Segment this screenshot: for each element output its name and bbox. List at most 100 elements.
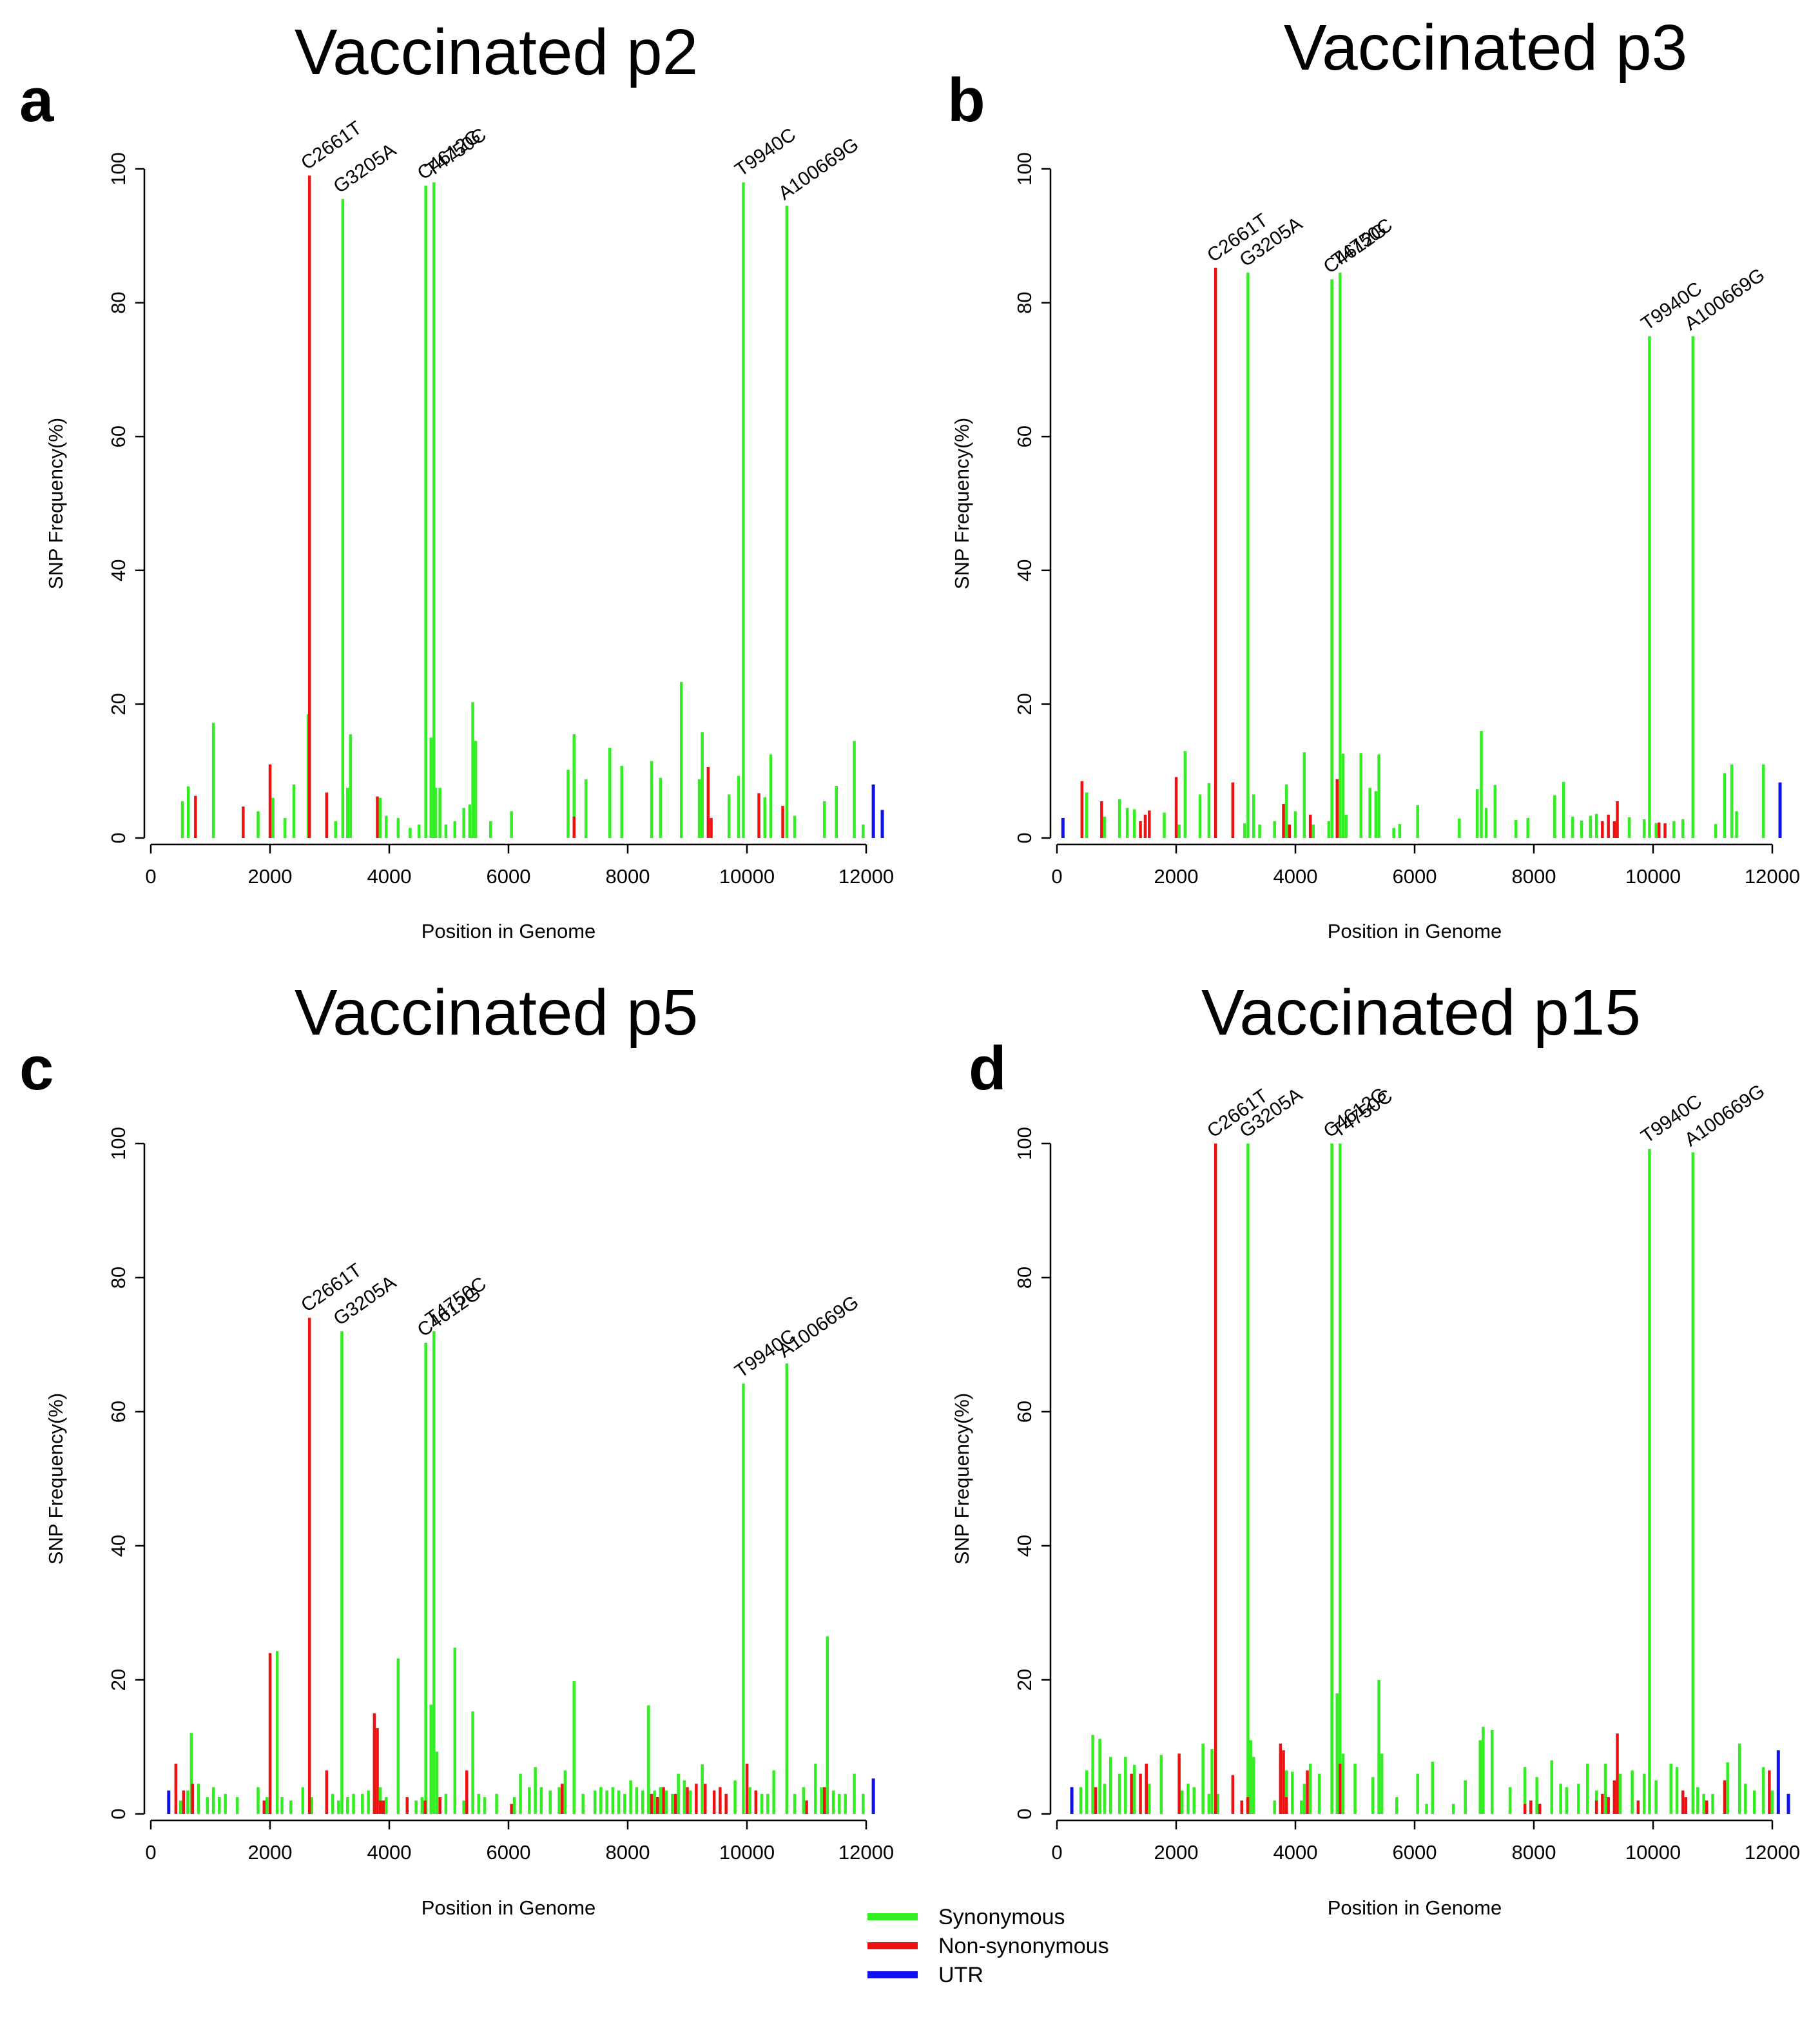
bar-non-synonymous bbox=[695, 1784, 698, 1814]
bar-synonymous bbox=[1210, 1749, 1214, 1814]
bar-synonymous bbox=[1761, 1767, 1765, 1814]
panel-letter: c bbox=[19, 1034, 53, 1103]
bar-synonymous bbox=[853, 1773, 856, 1814]
bar-non-synonymous bbox=[1214, 268, 1217, 839]
bar-synonymous bbox=[1098, 1739, 1101, 1814]
bar-synonymous bbox=[418, 824, 421, 838]
x-tick-label: 0 bbox=[1051, 1841, 1062, 1864]
bar-non-synonymous bbox=[706, 767, 710, 838]
y-tick-label: 60 bbox=[1013, 425, 1036, 447]
bar-synonymous bbox=[581, 1793, 585, 1814]
x-tick-label: 10000 bbox=[1625, 865, 1681, 888]
bar-synonymous bbox=[474, 741, 478, 838]
bar-synonymous bbox=[1371, 1777, 1375, 1814]
panel-letter: a bbox=[19, 66, 54, 135]
bars bbox=[1061, 268, 1782, 839]
bar-synonymous bbox=[1631, 1770, 1634, 1814]
chart-panel-d: Vaccinated p15 d 0 2000 4000 6000 8000 10000 120… bbox=[951, 977, 1800, 1919]
bar-synonymous bbox=[1177, 824, 1181, 838]
bar-synonymous bbox=[853, 741, 856, 838]
bar-synonymous bbox=[1770, 1790, 1774, 1814]
bar-synonymous bbox=[1711, 1793, 1714, 1814]
bar-synonymous bbox=[1192, 1787, 1196, 1814]
bar-synonymous bbox=[453, 821, 456, 838]
bar-synonymous bbox=[688, 1790, 692, 1814]
bar-synonymous bbox=[1672, 821, 1676, 838]
x-tick-label: 10000 bbox=[719, 865, 775, 888]
bar-utr bbox=[167, 1790, 171, 1814]
bar-synonymous bbox=[1335, 1693, 1339, 1814]
bar-synonymous bbox=[1339, 1144, 1342, 1814]
bar-synonymous bbox=[671, 1793, 674, 1814]
bar-synonymous bbox=[1079, 1787, 1083, 1814]
bar-synonymous bbox=[275, 1651, 279, 1814]
chart-panel-b: Vaccinated p3 b 0 2000 4000 6000 8000 10000 1200… bbox=[947, 12, 1800, 942]
bar-synonymous bbox=[444, 1793, 448, 1814]
bar-non-synonymous bbox=[438, 1797, 441, 1814]
bar-non-synonymous bbox=[174, 1764, 178, 1814]
bar-synonymous bbox=[785, 206, 789, 839]
legend-swatch-synonymous bbox=[867, 1913, 918, 1920]
x-tick-label: 8000 bbox=[1512, 1841, 1556, 1864]
x-tick-label: 4000 bbox=[1273, 865, 1318, 888]
x-axis-label: Position in Genome bbox=[1328, 1896, 1502, 1919]
bar-synonymous bbox=[271, 797, 275, 838]
x-tick-label: 0 bbox=[1051, 865, 1062, 888]
bar-synonymous bbox=[1696, 1787, 1699, 1814]
bar-synonymous bbox=[760, 1793, 764, 1814]
bar-non-synonymous bbox=[1601, 821, 1604, 838]
bar-synonymous bbox=[1681, 819, 1685, 838]
bar-synonymous bbox=[1246, 272, 1250, 838]
bar-synonymous bbox=[235, 1797, 239, 1814]
bar-synonymous bbox=[495, 1793, 498, 1814]
x-axis-label: Position in Genome bbox=[1328, 920, 1502, 942]
bar-synonymous bbox=[1416, 1773, 1419, 1814]
bar-non-synonymous bbox=[656, 1797, 659, 1814]
bar-synonymous bbox=[468, 804, 472, 838]
bar-synonymous bbox=[1618, 1773, 1622, 1814]
y-tick-label: 0 bbox=[1013, 832, 1036, 843]
legend: Synonymous Non-synonymous UTR bbox=[867, 1905, 1109, 1987]
x-axis-label: Position in Genome bbox=[421, 920, 596, 942]
x-tick-label: 4000 bbox=[367, 865, 412, 888]
y-tick-label: 20 bbox=[107, 1669, 130, 1691]
panel-title: Vaccinated p5 bbox=[295, 977, 698, 1049]
bar-synonymous bbox=[1312, 824, 1315, 838]
bar-synonymous bbox=[623, 1793, 626, 1814]
bar-non-synonymous bbox=[1768, 1770, 1771, 1814]
bar-synonymous bbox=[453, 1648, 456, 1814]
bar-synonymous bbox=[1252, 1757, 1255, 1814]
bar-synonymous bbox=[548, 1790, 552, 1814]
bar-synonymous bbox=[1368, 788, 1371, 838]
panel-letter: d bbox=[969, 1034, 1007, 1103]
bar-synonymous bbox=[1330, 279, 1333, 838]
bar-synonymous bbox=[197, 1784, 200, 1814]
bar-utr bbox=[1061, 817, 1065, 838]
x-tick-label: 6000 bbox=[487, 1841, 531, 1864]
bar-utr bbox=[1776, 1750, 1780, 1814]
bar-synonymous bbox=[593, 1790, 597, 1814]
bar-utr bbox=[880, 810, 884, 838]
panel-letter: b bbox=[947, 66, 985, 135]
bar-synonymous bbox=[563, 1770, 567, 1814]
bar-non-synonymous bbox=[307, 1318, 311, 1814]
y-tick-label: 100 bbox=[107, 1127, 130, 1160]
bar-synonymous bbox=[1163, 812, 1166, 838]
bar-synonymous bbox=[1300, 1800, 1303, 1814]
bar-synonymous bbox=[664, 1790, 668, 1814]
bar-synonymous bbox=[462, 808, 465, 838]
bar-synonymous bbox=[763, 797, 766, 838]
bar-synonymous bbox=[1565, 1787, 1569, 1814]
bar-synonymous bbox=[1118, 1773, 1121, 1814]
bar-synonymous bbox=[266, 1797, 269, 1814]
bar-non-synonymous bbox=[268, 764, 272, 838]
y-tick-label: 100 bbox=[1013, 152, 1036, 186]
bar-synonymous bbox=[1103, 1784, 1107, 1814]
bar-synonymous bbox=[1133, 1765, 1136, 1814]
x-tick-label: 2000 bbox=[248, 1841, 293, 1864]
bar-synonymous bbox=[820, 1787, 823, 1814]
bar-synonymous bbox=[424, 1342, 427, 1814]
bar-synonymous bbox=[802, 1787, 806, 1814]
bar-non-synonymous bbox=[1308, 814, 1312, 838]
y-tick-label: 80 bbox=[107, 291, 130, 313]
